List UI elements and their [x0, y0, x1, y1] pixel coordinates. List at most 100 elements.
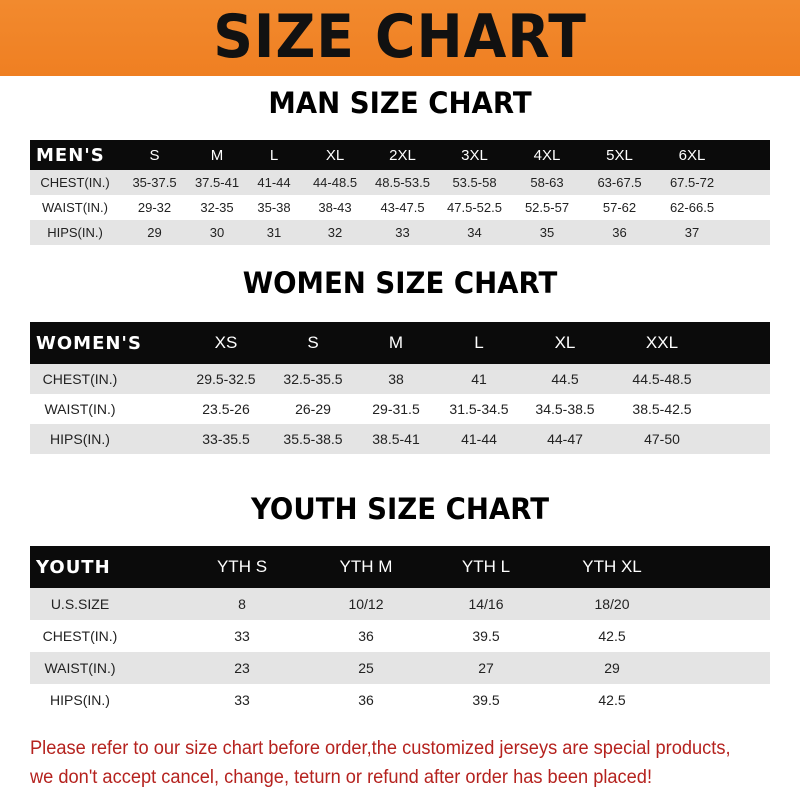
cell: 35-38: [257, 200, 291, 215]
cell: 44-48.5: [312, 175, 358, 190]
cell: 67.5-72: [669, 175, 715, 190]
cell: 10/12: [348, 596, 384, 612]
cell: 52.5-57: [524, 200, 570, 215]
row-label: HIPS(IN.): [47, 225, 103, 240]
table-row: CHEST(IN.) 33 36 39.5 42.5: [30, 620, 770, 652]
cell: 29: [147, 225, 162, 240]
cell: 23: [234, 660, 250, 676]
cell: 36: [358, 692, 374, 708]
cell: 37.5-41: [194, 175, 240, 190]
cell: 31.5-34.5: [449, 401, 509, 417]
cell: XS: [214, 333, 238, 352]
row-label: CHEST(IN.): [42, 628, 118, 644]
row-label: WOMEN'S: [36, 332, 142, 354]
cell: 29-32: [137, 200, 172, 215]
men-heading: MAN SIZE CHART: [268, 86, 532, 120]
cell: 39.5: [472, 628, 500, 644]
header-row: MEN'S S M L XL 2XL 3XL 4XL 5XL 6XL: [30, 140, 770, 170]
table-row: HIPS(IN.) 33-35.5 35.5-38.5 38.5-41 41-44 44-…: [30, 424, 770, 454]
cell: 31: [266, 225, 282, 240]
men-size-table: MEN'S S M L XL 2XL 3XL 4XL 5XL 6XL CHEST(IN.) 35-37…: [30, 140, 770, 245]
table-row: CHEST(IN.) 35-37.5 37.5-41 41-44 44-48.5 48.5…: [30, 170, 770, 195]
cell: 47-50: [644, 431, 680, 447]
cell: 39.5: [472, 692, 500, 708]
table-row: WAIST(IN.) 23 25 27 29: [30, 652, 770, 684]
cell: 53.5-58: [452, 175, 497, 190]
table-row: CHEST(IN.) 29.5-32.5 32.5-35.5 38 41 44.5 44.5…: [30, 364, 770, 394]
cell: 33: [234, 692, 250, 708]
row-label: MEN'S: [36, 144, 105, 166]
cell: 43-47.5: [380, 200, 425, 215]
cell: 38.5-41: [372, 431, 420, 447]
cell: 38.5-42.5: [632, 401, 692, 417]
cell: 33: [395, 225, 410, 240]
table-row: WAIST(IN.) 23.5-26 26-29 29-31.5 31.5-34.5 34…: [30, 394, 770, 424]
cell: 3XL: [461, 146, 488, 164]
cell: 36: [612, 225, 627, 240]
cell: 29-31.5: [372, 401, 420, 417]
cell: 41: [471, 371, 487, 387]
header-row: WOMEN'S XS S M L XL XXL: [30, 322, 770, 364]
notice-line-1: Please refer to our size chart before or…: [30, 738, 731, 759]
cell: 34: [467, 225, 482, 240]
cell: XL: [325, 146, 345, 164]
cell: 14/16: [468, 596, 504, 612]
page-title: SIZE CHART: [213, 2, 587, 72]
cell: 32-35: [200, 200, 234, 215]
cell: 25: [358, 660, 374, 676]
cell: 33: [234, 628, 250, 644]
cell: 29: [604, 660, 620, 676]
cell: 44-47: [547, 431, 583, 447]
cell: YTH L: [461, 557, 511, 576]
cell: 35-37.5: [132, 175, 177, 190]
row-label: U.S.SIZE: [50, 596, 110, 612]
cell: 38-43: [318, 200, 352, 215]
table-row: U.S.SIZE 8 10/12 14/16 18/20: [30, 588, 770, 620]
cell: 42.5: [598, 692, 626, 708]
cell: 32: [327, 225, 343, 240]
cell: 18/20: [594, 596, 630, 612]
row-label: WAIST(IN.): [44, 401, 116, 417]
cell: 6XL: [678, 146, 706, 164]
row-label: WAIST(IN.): [44, 660, 116, 676]
row-label: HIPS(IN.): [50, 431, 110, 447]
cell: 37: [684, 225, 700, 240]
table-row: HIPS(IN.) 33 36 39.5 42.5: [30, 684, 770, 716]
cell: 42.5: [598, 628, 626, 644]
cell: 58-63: [530, 175, 564, 190]
cell: 27: [478, 660, 494, 676]
youth-size-table: YOUTH YTH S YTH M YTH L YTH XL U.S.SIZE 8 10/12…: [30, 546, 770, 716]
header-row: YOUTH YTH S YTH M YTH L YTH XL: [30, 546, 770, 588]
table-row: HIPS(IN.) 29 30 31 32 33 34 35 36 37: [30, 220, 770, 245]
cell: 26-29: [295, 401, 331, 417]
cell: 8: [238, 596, 246, 612]
cell: 23.5-26: [202, 401, 250, 417]
row-label: CHEST(IN.): [42, 371, 118, 387]
cell: 30: [209, 225, 225, 240]
cell: 44.5-48.5: [632, 371, 692, 387]
youth-heading: YOUTH SIZE CHART: [250, 492, 550, 526]
cell: 29.5-32.5: [196, 371, 256, 387]
cell: 63-67.5: [597, 175, 642, 190]
cell: XXL: [645, 333, 679, 352]
women-heading: WOMEN SIZE CHART: [242, 266, 558, 300]
women-size-table: WOMEN'S XS S M L XL XXL CHEST(IN.) 29.5-32.5 32.5…: [30, 322, 770, 454]
cell: L: [474, 333, 484, 352]
order-notice: Please refer to our size chart before or…: [30, 734, 760, 792]
cell: 35.5-38.5: [283, 431, 343, 447]
cell: 47.5-52.5: [447, 200, 502, 215]
cell: 48.5-53.5: [375, 175, 430, 190]
cell: 4XL: [533, 146, 561, 164]
cell: 36: [358, 628, 374, 644]
row-label: HIPS(IN.): [50, 692, 110, 708]
cell: 5XL: [606, 146, 633, 164]
row-label: WAIST(IN.): [42, 200, 108, 215]
cell: XL: [554, 333, 576, 352]
row-label: YOUTH: [36, 556, 111, 578]
table-row: WAIST(IN.) 29-32 32-35 35-38 38-43 43-47.5 47.…: [30, 195, 770, 220]
cell: 62-66.5: [669, 200, 715, 215]
row-label: CHEST(IN.): [40, 175, 110, 190]
cell: L: [269, 146, 279, 164]
cell: 41-44: [257, 175, 291, 190]
cell: YTH XL: [582, 557, 642, 576]
